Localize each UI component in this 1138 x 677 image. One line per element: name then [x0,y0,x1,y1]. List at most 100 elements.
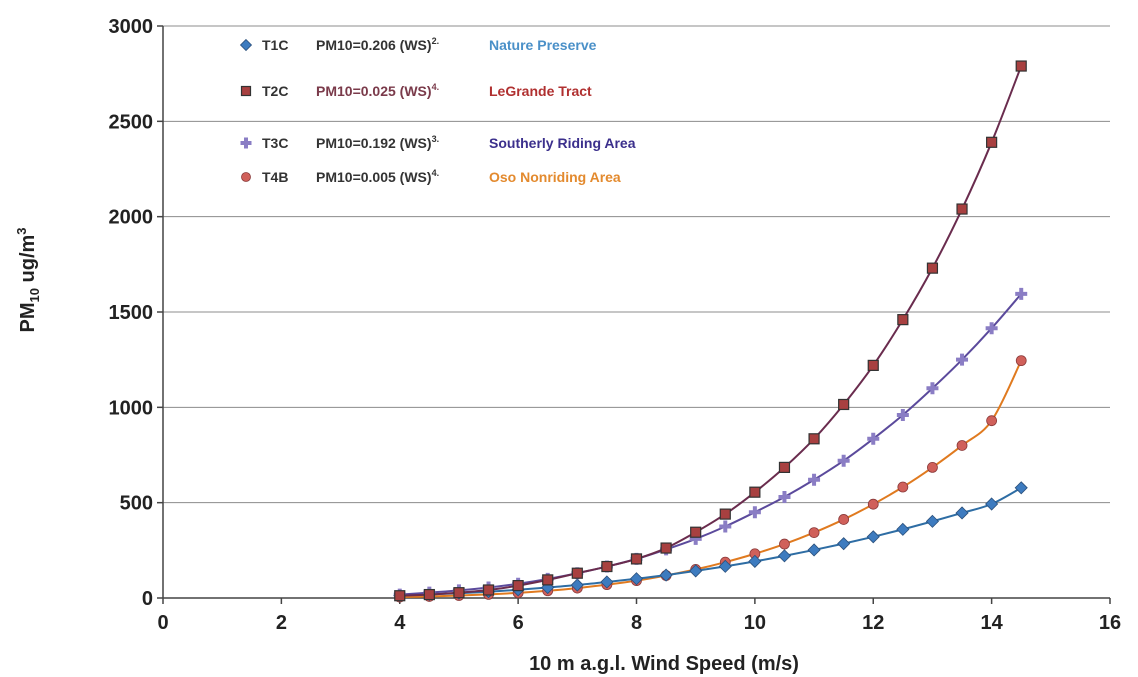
data-point-t3c [808,473,821,486]
x-axis-title: 10 m a.g.l. Wind Speed (m/s) [529,653,799,675]
data-point-t3c [985,322,998,335]
legend-entry-t1c: T1C PM10=0.206 (WS)2. Nature Preserve [239,36,597,53]
data-point-t2c [423,588,435,601]
data-point-t1c [629,572,644,586]
plot-axes: 0 500 1000 1500 2000 2500 3000 0 2 4 6 8 10 12 14 16 [109,16,1122,634]
data-point-t2c [453,587,465,599]
x-tick-label: 14 [981,612,1004,634]
y-tick-label: 0 [142,588,153,610]
data-point-t1c [866,530,880,544]
data-point-t3c [926,382,939,395]
data-point-t4b [897,481,909,493]
data-point-t3c [956,353,969,366]
data-point-t2c [838,398,850,411]
legend-marker-t4b [241,172,251,182]
data-point-t4b [986,415,998,427]
data-point-t2c [482,584,495,596]
x-tick-label: 12 [862,612,884,634]
y-tick-label: 3000 [109,16,154,38]
y-tick-label: 2500 [109,111,154,133]
data-point-t2c [394,590,406,602]
data-point-t1c [689,564,703,578]
data-point-t2c [512,580,524,592]
legend-site-name: Oso Nonriding Area [489,169,621,185]
data-point-t2c [542,574,554,586]
data-point-t4b [927,461,938,473]
data-point-t1c [718,559,732,573]
data-point-t1c [600,575,614,589]
data-point-t2c [601,560,613,573]
data-point-t1c [985,497,999,511]
x-tick-label: 10 [744,612,766,634]
legend-entry-t3c: T3C PM10=0.192 (WS)3. Southerly Riding Are… [240,134,636,151]
data-point-t1c [1014,481,1028,495]
data-point-t2c [749,486,761,498]
legend: T1C PM10=0.206 (WS)2. Nature Preserve T2C PM… [239,36,636,185]
series-t3c [393,287,1028,601]
data-point-t2c [986,136,998,148]
data-point-t3c [837,454,850,467]
legend-formula: PM10=0.206 (WS)2. [316,36,439,53]
series-line-t4b [399,360,1023,599]
legend-marker-t2c [240,85,252,97]
data-point-t3c [896,408,909,421]
data-point-t3c [1015,287,1028,300]
data-point-t2c [956,203,968,215]
legend-code: T2C [262,83,288,99]
legend-marker-t1c [239,38,253,52]
data-point-t1c [777,549,792,563]
y-tick-label: 1000 [109,397,154,419]
legend-code: T1C [262,37,288,53]
data-point-t2c [719,508,731,520]
data-point-t2c [926,262,939,274]
data-point-t1c [925,514,940,528]
x-tick-label: 2 [276,612,287,634]
x-tick-label: 0 [157,612,168,634]
data-point-t2c [630,553,643,565]
data-point-t1c [896,522,910,536]
data-point-t4b [808,527,820,539]
data-point-t1c [807,543,821,557]
series-t2c [394,60,1027,602]
legend-site-name: LeGrande Tract [489,83,592,99]
data-point-t3c [719,520,732,533]
series-line-t1c [399,486,1022,597]
data-point-t2c [808,433,820,445]
y-tick-label: 2000 [109,207,154,229]
data-point-t1c [659,568,673,582]
legend-code: T3C [262,135,288,151]
data-point-t2c [571,567,583,579]
y-tick-label: 500 [120,493,153,515]
data-point-t1c [837,537,851,551]
y-tick-label: 1500 [109,302,154,324]
data-point-t2c [660,542,672,554]
legend-formula: PM10=0.025 (WS)4. [316,82,439,99]
data-point-t4b [838,514,850,525]
data-point-t2c [897,314,909,326]
data-point-t2c [778,461,791,473]
data-point-t3c [778,490,791,503]
legend-formula: PM10=0.192 (WS)3. [316,134,439,151]
data-point-t1c [748,554,762,568]
data-point-t3c [867,432,880,445]
data-point-t1c [955,506,969,520]
series-line-t3c [399,293,1022,596]
legend-marker-t3c [240,137,252,149]
data-point-t4b [867,498,879,510]
x-tick-label: 6 [513,612,524,634]
legend-site-name: Nature Preserve [489,37,597,53]
x-tick-label: 16 [1099,612,1121,634]
data-point-t4b [779,538,790,550]
data-point-t2c [690,526,702,538]
legend-entry-t4b: T4B PM10=0.005 (WS)4. Oso Nonriding Area [241,168,621,185]
data-point-t1c [570,578,584,592]
data-series [393,60,1028,603]
x-tick-label: 4 [394,612,406,634]
legend-formula: PM10=0.005 (WS)4. [316,168,439,185]
y-axis-title: PM10 ug/m3 [14,227,42,332]
data-point-t4b [1015,355,1027,367]
x-tick-label: 8 [631,612,642,634]
legend-code: T4B [262,169,288,185]
data-point-t2c [1015,60,1027,72]
